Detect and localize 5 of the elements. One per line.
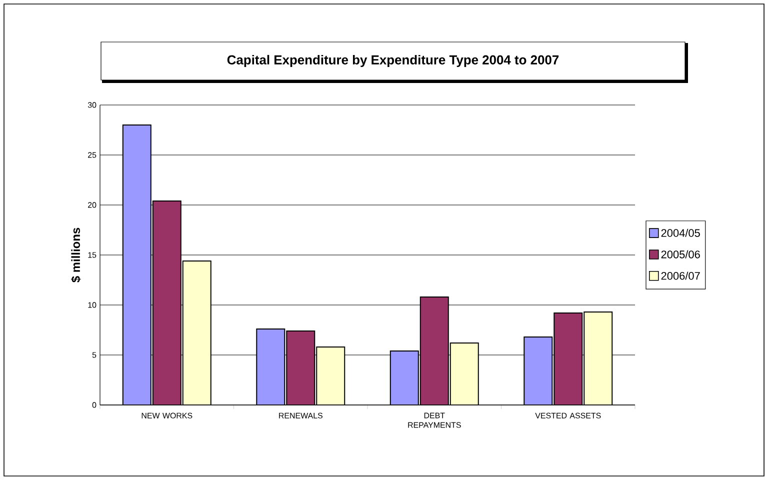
legend-label: 2005/06 xyxy=(661,250,700,258)
y-axis-title: $ millions xyxy=(71,228,81,282)
legend-label: 2004/05 xyxy=(661,228,700,237)
chart-title: Capital Expenditure by Expenditure Type 2004 to 2007 xyxy=(227,54,559,68)
legend-label: 2006/07 xyxy=(661,272,700,280)
